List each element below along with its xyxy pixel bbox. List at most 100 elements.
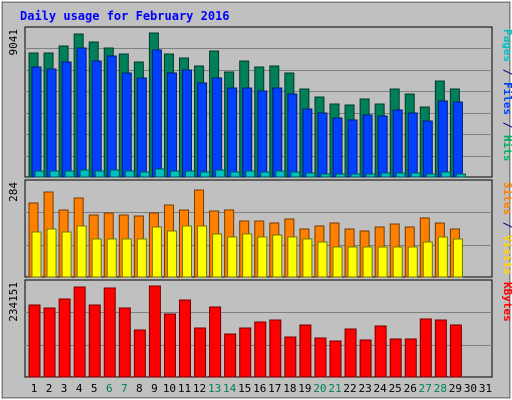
- bar-kbytes-day-28: [434, 319, 447, 378]
- panel-scale-label: 284: [7, 182, 20, 202]
- legend-part: Files: [501, 82, 512, 115]
- bar-kbytes-day-8: [133, 329, 146, 378]
- bar-sites-day-1: [31, 231, 42, 278]
- chart-title: Daily usage for February 2016: [20, 9, 230, 23]
- bar-sites-day-19: [302, 238, 313, 278]
- bar-pages-day-9: [154, 168, 165, 178]
- x-tick-label: 10: [163, 382, 176, 395]
- bar-kbytes-day-26: [404, 338, 417, 378]
- x-tick-label: 6: [106, 382, 113, 395]
- bar-kbytes-day-21: [329, 340, 342, 378]
- bar-kbytes-day-13: [209, 306, 222, 378]
- bar-pages-day-14: [230, 171, 241, 178]
- bar-sites-day-29: [452, 238, 463, 278]
- x-tick-label: 14: [223, 382, 237, 395]
- bar-files-day-27: [422, 120, 433, 178]
- bar-files-day-13: [212, 77, 223, 178]
- bar-pages-day-10: [169, 170, 180, 178]
- legend-part: /: [501, 115, 512, 135]
- bar-files-day-21: [332, 117, 343, 178]
- bar-files-day-11: [182, 69, 192, 178]
- bar-pages-day-11: [185, 170, 195, 178]
- x-tick-label: 3: [61, 382, 68, 395]
- x-tick-label: 11: [178, 382, 191, 395]
- x-tick-label: 5: [91, 382, 98, 395]
- bar-sites-day-17: [272, 234, 283, 278]
- bar-kbytes-day-15: [239, 327, 252, 378]
- bar-pages-day-26: [410, 172, 421, 178]
- x-tick-label: 16: [253, 382, 266, 395]
- bar-kbytes-day-25: [389, 338, 402, 378]
- legend-part: Visits: [501, 235, 512, 275]
- bar-kbytes-day-6: [103, 287, 116, 378]
- x-tick-label: 30: [464, 382, 477, 395]
- x-tick-label: 15: [238, 382, 251, 395]
- bar-files-day-9: [151, 49, 162, 178]
- bar-sites-day-23: [362, 246, 373, 278]
- bar-files-day-10: [166, 72, 177, 178]
- bar-sites-day-5: [91, 238, 102, 278]
- bar-files-day-28: [437, 100, 448, 178]
- bar-pages-day-20: [320, 173, 331, 178]
- bar-pages-day-4: [79, 169, 90, 178]
- bar-files-day-15: [242, 87, 253, 178]
- x-tick-label: 28: [434, 382, 447, 395]
- bar-sites-day-12: [197, 225, 208, 278]
- bar-files-day-5: [91, 60, 102, 178]
- bar-pages-day-25: [395, 172, 406, 178]
- bar-sites-day-24: [377, 246, 388, 278]
- x-tick-label: 25: [389, 382, 402, 395]
- bar-files-day-6: [106, 55, 117, 178]
- bar-kbytes-day-23: [359, 339, 372, 378]
- x-tick-label: 31: [479, 382, 492, 395]
- bar-files-day-2: [46, 68, 57, 178]
- x-tick-label: 9: [151, 382, 158, 395]
- bar-pages-day-19: [305, 172, 316, 178]
- x-tick-label: 22: [343, 382, 356, 395]
- bar-sites-day-6: [106, 238, 117, 278]
- bar-sites-day-8: [136, 238, 147, 278]
- x-tick-label: 23: [358, 382, 371, 395]
- x-tick-label: 19: [298, 382, 311, 395]
- bar-pages-day-23: [365, 173, 376, 178]
- bar-kbytes-day-7: [118, 307, 131, 378]
- bar-sites-day-2: [46, 228, 57, 278]
- panel-axis-legend: KBytes: [501, 282, 512, 322]
- x-tick-label: 18: [283, 382, 296, 395]
- bar-pages-day-16: [260, 171, 271, 178]
- x-tick-label: 27: [419, 382, 432, 395]
- bar-pages-day-28: [440, 171, 451, 178]
- bar-files-day-18: [287, 93, 298, 178]
- bar-files-day-17: [272, 87, 283, 178]
- bar-pages-day-3: [64, 170, 75, 178]
- bar-sites-day-18: [287, 236, 298, 278]
- x-tick-label: 26: [404, 382, 417, 395]
- panel-axis-legend: Sites / Visits: [501, 182, 512, 275]
- bar-kbytes-day-22: [344, 328, 357, 378]
- bar-kbytes-day-16: [254, 321, 267, 378]
- legend-part: Pages: [501, 29, 512, 62]
- legend-part: /: [501, 215, 512, 235]
- legend-part: Hits: [501, 135, 512, 162]
- bar-kbytes-day-3: [58, 298, 71, 378]
- bar-files-day-16: [257, 90, 268, 178]
- bar-pages-day-2: [49, 170, 60, 178]
- x-tick-label: 24: [374, 382, 388, 395]
- bar-files-day-12: [197, 82, 208, 178]
- bar-sites-day-16: [257, 236, 268, 278]
- bar-kbytes-day-29: [449, 324, 462, 378]
- bar-sites-day-4: [76, 225, 87, 278]
- bar-pages-day-8: [139, 171, 150, 178]
- bar-pages-day-1: [34, 170, 45, 178]
- bar-files-day-29: [452, 101, 463, 178]
- panel-axis-legend: Pages / Files / Hits: [501, 29, 512, 162]
- bar-pages-day-27: [425, 173, 436, 178]
- bar-files-day-8: [136, 77, 147, 178]
- x-tick-label: 13: [208, 382, 221, 395]
- bar-kbytes-day-10: [163, 313, 176, 378]
- x-tick-label: 2: [46, 382, 53, 395]
- x-tick-label: 4: [76, 382, 83, 395]
- panel-kbytes: 234151 KBytes: [7, 279, 512, 378]
- bar-files-day-14: [227, 87, 238, 178]
